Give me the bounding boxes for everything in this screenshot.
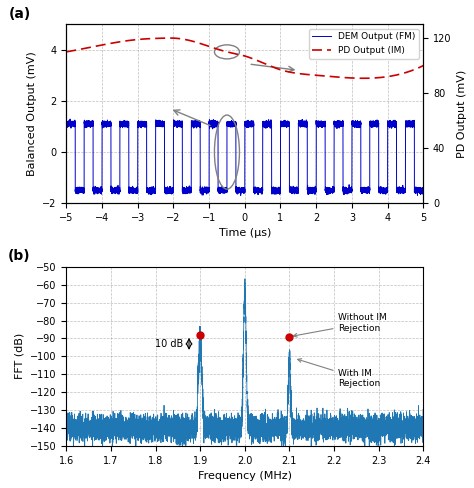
DEM Output (FM): [64, 121, 69, 126]
Text: Without IM
Rejection: Without IM Rejection: [293, 313, 387, 337]
Y-axis label: Balanced Output (mV): Balanced Output (mV): [27, 51, 36, 176]
DEM Output (FM): [153, 185, 158, 191]
X-axis label: Frequency (MHz): Frequency (MHz): [198, 471, 292, 481]
PD Output (IM): [309, 72, 315, 78]
DEM Output (FM): [232, 121, 238, 126]
DEM Output (FM): [319, 119, 325, 124]
DEM Output (FM): [279, 122, 285, 128]
PD Output (IM): [348, 75, 354, 81]
PD Output (IM): [420, 62, 426, 68]
PD Output (IM): [360, 75, 366, 81]
Text: (a): (a): [9, 7, 31, 21]
PD Output (IM): [64, 49, 69, 55]
DEM Output (FM): [420, 189, 426, 195]
Text: With IM
Rejection: With IM Rejection: [298, 359, 381, 388]
PD Output (IM): [100, 42, 106, 48]
DEM Output (FM): [292, 188, 298, 194]
PD Output (IM): [342, 75, 348, 81]
DEM Output (FM): [238, 192, 244, 198]
PD Output (IM): [208, 44, 214, 50]
Y-axis label: PD Output (mV): PD Output (mV): [457, 70, 467, 158]
Legend: DEM Output (FM), PD Output (IM): DEM Output (FM), PD Output (IM): [309, 29, 419, 59]
DEM Output (FM): [67, 116, 73, 122]
DEM Output (FM): [397, 186, 403, 192]
Line: PD Output (IM): PD Output (IM): [66, 38, 423, 78]
Line: DEM Output (FM): DEM Output (FM): [66, 119, 423, 195]
X-axis label: Time (μs): Time (μs): [219, 228, 271, 239]
Y-axis label: FFT (dB): FFT (dB): [14, 333, 24, 380]
PD Output (IM): [221, 48, 227, 54]
Text: (b): (b): [8, 249, 31, 264]
PD Output (IM): [167, 35, 173, 41]
Text: 10 dB: 10 dB: [155, 339, 183, 349]
